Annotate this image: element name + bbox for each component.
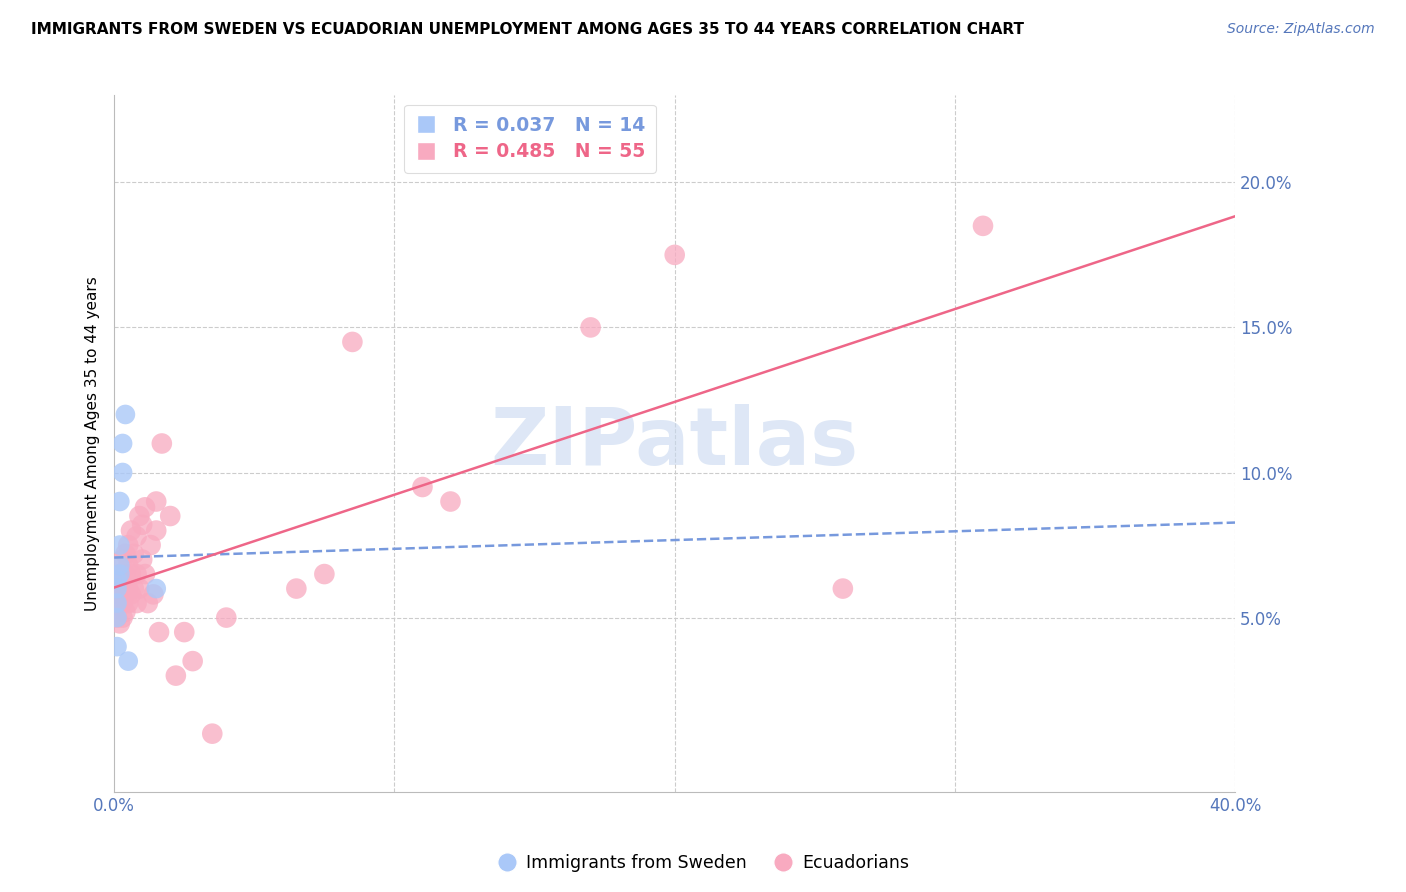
Point [114,567,136,582]
Text: IMMIGRANTS FROM SWEDEN VS ECUADORIAN UNEMPLOYMENT AMONG AGES 35 TO 44 YEARS CORR: IMMIGRANTS FROM SWEDEN VS ECUADORIAN UNE… [31,22,1024,37]
Point [108,596,131,610]
Point [108,587,131,601]
Point [105,573,128,587]
Point [145,524,167,538]
Point [131,552,153,566]
Point [105,610,128,624]
Point [128,509,150,524]
Point [108,567,131,582]
Point [215,610,238,624]
Point [111,466,134,480]
Text: ZIPatlas: ZIPatlas [491,404,859,483]
Point [117,558,139,573]
Point [111,610,134,624]
Point [108,616,131,631]
Point [108,567,131,582]
Point [117,538,139,552]
Point [125,567,148,582]
Point [105,640,128,654]
Point [145,582,167,596]
Point [972,219,994,233]
Point [117,596,139,610]
Point [111,552,134,566]
Point [145,494,167,508]
Point [108,538,131,552]
Point [136,596,159,610]
Point [131,517,153,532]
Point [314,567,336,582]
Point [120,567,142,582]
Point [181,654,204,668]
Point [114,587,136,601]
Point [111,582,134,596]
Point [108,558,131,573]
Point [105,596,128,610]
Point [111,436,134,450]
Legend: Immigrants from Sweden, Ecuadorians: Immigrants from Sweden, Ecuadorians [489,847,917,879]
Point [150,436,173,450]
Point [664,248,686,262]
Point [105,596,128,610]
Point [125,596,148,610]
Point [105,582,128,596]
Point [117,654,139,668]
Point [122,582,145,596]
Point [105,575,128,590]
Point [125,529,148,543]
Point [201,726,224,740]
Point [134,567,156,582]
Point [117,582,139,596]
Y-axis label: Unemployment Among Ages 35 to 44 years: Unemployment Among Ages 35 to 44 years [86,277,100,611]
Point [165,668,187,682]
Point [120,524,142,538]
Point [111,596,134,610]
Point [139,538,162,552]
Point [114,605,136,619]
Point [105,610,128,624]
Point [831,582,853,596]
Point [439,494,461,508]
Point [148,625,170,640]
Point [342,334,364,349]
Point [114,547,136,561]
Point [411,480,433,494]
Point [120,587,142,601]
Point [128,582,150,596]
Point [142,587,165,601]
Point [579,320,602,334]
Point [285,582,308,596]
Point [108,494,131,508]
Text: Source: ZipAtlas.com: Source: ZipAtlas.com [1227,22,1375,37]
Point [134,500,156,515]
Point [122,547,145,561]
Point [159,509,181,524]
Point [114,408,136,422]
Legend: R = 0.037   N = 14, R = 0.485   N = 55: R = 0.037 N = 14, R = 0.485 N = 55 [404,104,657,173]
Point [173,625,195,640]
